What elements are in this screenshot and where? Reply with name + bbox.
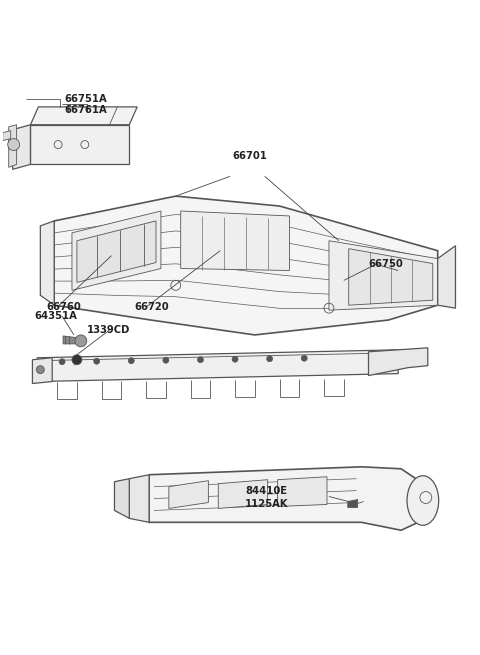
Circle shape xyxy=(163,357,169,363)
Polygon shape xyxy=(63,336,79,344)
Circle shape xyxy=(8,139,20,151)
Polygon shape xyxy=(30,107,137,124)
Text: 66701: 66701 xyxy=(232,151,267,162)
Polygon shape xyxy=(40,221,54,305)
Circle shape xyxy=(36,365,44,373)
Circle shape xyxy=(59,359,65,365)
Polygon shape xyxy=(369,348,428,375)
Text: 66720: 66720 xyxy=(134,302,169,312)
Polygon shape xyxy=(30,124,129,164)
Polygon shape xyxy=(9,124,17,168)
Polygon shape xyxy=(180,211,289,271)
Polygon shape xyxy=(349,249,433,305)
Circle shape xyxy=(72,355,82,365)
Polygon shape xyxy=(277,477,327,506)
Text: 64351A: 64351A xyxy=(35,311,77,321)
Polygon shape xyxy=(12,124,30,170)
Text: 66761A: 66761A xyxy=(64,105,107,115)
Polygon shape xyxy=(169,481,208,508)
Polygon shape xyxy=(348,500,358,508)
Circle shape xyxy=(267,356,273,362)
Circle shape xyxy=(75,335,87,347)
Circle shape xyxy=(301,355,307,361)
Text: 66750: 66750 xyxy=(369,259,403,269)
Polygon shape xyxy=(77,221,156,282)
Text: 66751A: 66751A xyxy=(64,94,107,104)
Text: 66760: 66760 xyxy=(46,302,81,312)
Text: 84410E: 84410E xyxy=(245,485,287,496)
Circle shape xyxy=(128,358,134,364)
Polygon shape xyxy=(438,246,456,308)
Circle shape xyxy=(197,357,204,363)
Polygon shape xyxy=(54,196,438,335)
Polygon shape xyxy=(3,131,11,141)
Text: 1339CD: 1339CD xyxy=(87,325,130,335)
Polygon shape xyxy=(72,211,161,290)
Polygon shape xyxy=(114,479,129,518)
Circle shape xyxy=(232,356,238,362)
Text: 1125AK: 1125AK xyxy=(245,500,288,510)
Polygon shape xyxy=(218,479,268,508)
Ellipse shape xyxy=(407,476,439,525)
Polygon shape xyxy=(129,475,149,522)
Polygon shape xyxy=(329,241,438,310)
Polygon shape xyxy=(37,350,398,382)
Polygon shape xyxy=(149,467,416,531)
Circle shape xyxy=(94,358,100,364)
Polygon shape xyxy=(33,358,52,384)
